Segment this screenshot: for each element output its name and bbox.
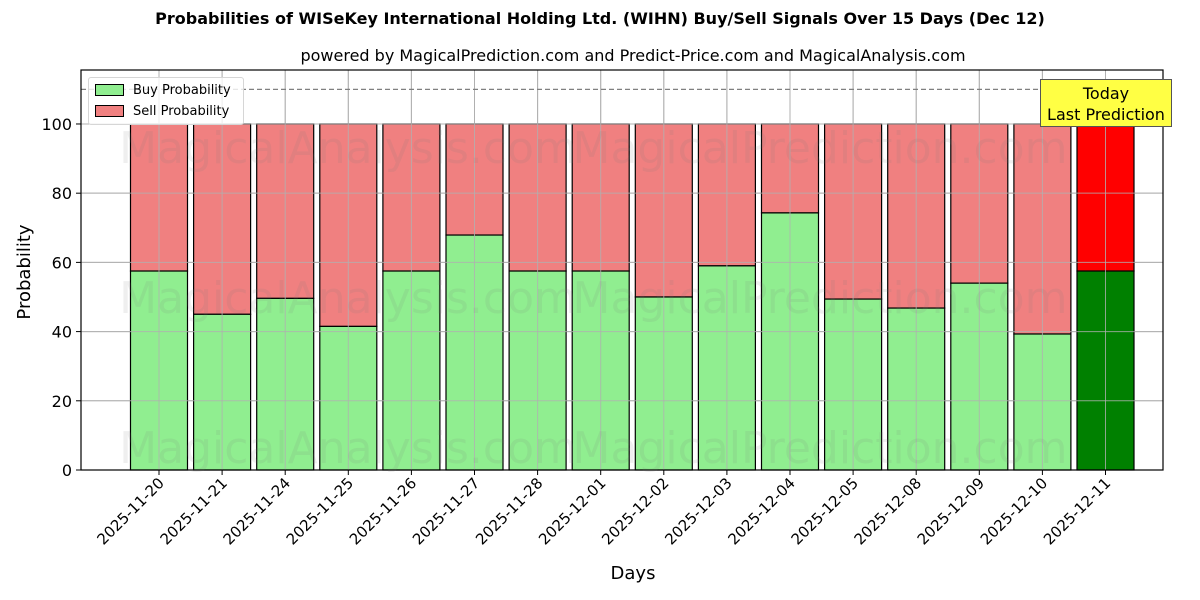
watermark-text: MagicalAnalysis.com	[119, 423, 577, 474]
x-tick-label: 2025-12-09	[914, 474, 988, 548]
x-tick-label: 2025-12-11	[1040, 474, 1114, 548]
x-tick-label: 2025-12-10	[977, 474, 1051, 548]
legend-item-buy: Buy Probability	[95, 82, 231, 98]
x-tick-label: 2025-11-24	[220, 474, 294, 548]
watermark-text: MagicalPrediction.com	[573, 423, 1068, 474]
y-axis-label: Probability	[14, 224, 35, 320]
legend: Buy Probability Sell Probability	[88, 77, 244, 125]
x-tick-label: 2025-12-08	[851, 474, 925, 548]
today-annotation: Today Last Prediction	[1040, 79, 1172, 127]
x-tick-label: 2025-12-04	[724, 474, 798, 548]
buy-swatch-icon	[95, 84, 124, 96]
x-tick-label: 2025-12-05	[788, 474, 862, 548]
x-tick-label: 2025-11-21	[157, 474, 231, 548]
y-tick-label: 60	[52, 253, 72, 272]
annotation-line-2: Last Prediction	[1047, 105, 1165, 124]
x-tick-label: 2025-11-25	[283, 474, 357, 548]
watermarks: MagicalAnalysis.comMagicalPrediction.com…	[119, 123, 1067, 474]
watermark-text: MagicalAnalysis.com	[119, 123, 577, 174]
y-tick-label: 80	[52, 184, 72, 203]
x-tick-label: 2025-12-03	[661, 474, 735, 548]
legend-label-buy: Buy Probability	[133, 82, 231, 98]
legend-item-sell: Sell Probability	[95, 103, 229, 119]
x-tick-label: 2025-12-01	[535, 474, 609, 548]
x-tick-label: 2025-11-26	[346, 474, 420, 548]
watermark-text: MagicalPrediction.com	[573, 273, 1068, 324]
annotation-line-1: Today	[1082, 84, 1130, 103]
y-tick-label: 40	[52, 323, 72, 342]
y-tick-label: 20	[52, 392, 72, 411]
x-tick-label: 2025-12-02	[598, 474, 672, 548]
watermark-text: MagicalAnalysis.com	[119, 273, 577, 324]
x-tick-label: 2025-11-27	[409, 474, 483, 548]
chart-subtitle: powered by MagicalPrediction.com and Pre…	[300, 46, 966, 65]
x-tick-label: 2025-11-20	[93, 474, 167, 548]
y-tick-label: 0	[62, 461, 72, 480]
legend-label-sell: Sell Probability	[133, 103, 230, 119]
x-axis-label: Days	[610, 563, 656, 584]
x-tick-label: 2025-11-28	[472, 474, 546, 548]
watermark-text: MagicalPrediction.com	[573, 123, 1068, 174]
plot-frame	[80, 69, 1164, 471]
sell-swatch-icon	[95, 105, 124, 117]
y-tick-label: 100	[41, 115, 72, 134]
chart-title: Probabilities of WISeKey International H…	[155, 9, 1045, 28]
